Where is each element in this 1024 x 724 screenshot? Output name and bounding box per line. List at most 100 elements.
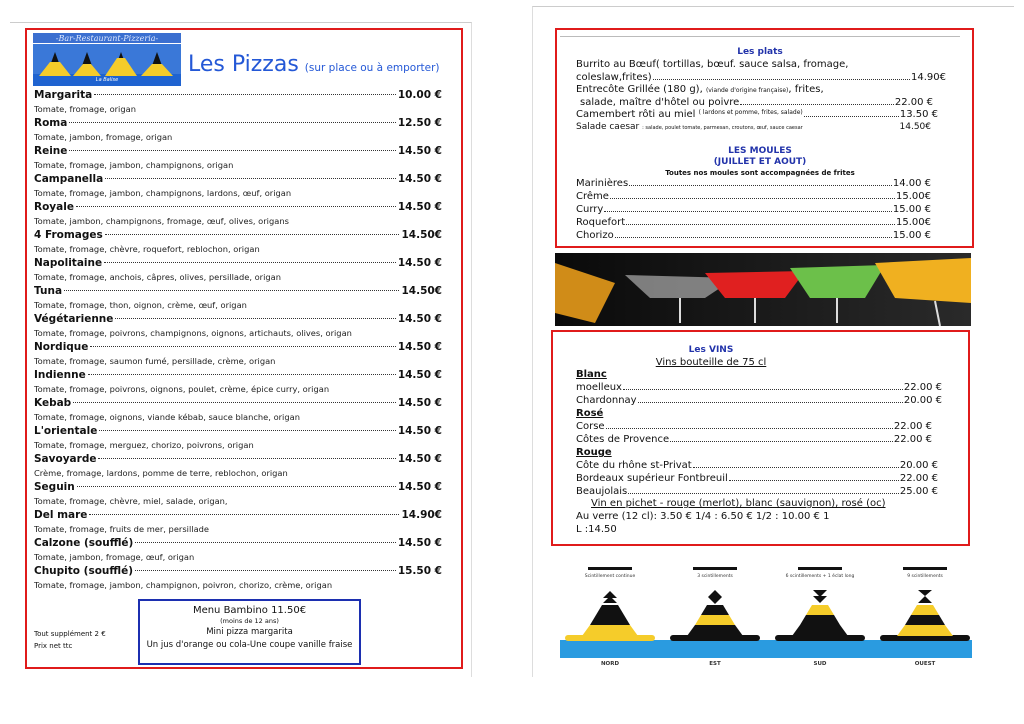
pizza-description: Tomate, jambon, fromage, œuf, origan [34, 552, 195, 562]
pizza-item: Calzone (soufflé) 14.50 € [34, 537, 442, 549]
menu-bambino-box: Menu Bambino 11.50€ (moins de 12 ans) Mi… [138, 599, 361, 665]
moules-title-line: (JUILLET ET AOUT) [713, 157, 807, 167]
buoy-label: EST [709, 661, 721, 667]
moules-name: Marinières [576, 178, 629, 189]
pizza-price: 10.00 € [397, 89, 442, 101]
moules-item: Crême 15.00€ [576, 191, 931, 202]
verre-line: Au verre (12 cl): 3.50 € 1/4 : 6.50 € 1/… [576, 511, 830, 522]
burrito-line: Burrito au Bœuf( tortillas, bœuf. sauce … [576, 59, 849, 70]
wine-item: Chardonnay 20.00 € [576, 395, 942, 406]
pizza-price: 14.50 € [397, 201, 442, 213]
pizza-item: Kebab 14.50 € [34, 397, 442, 409]
pizza-price: 14.50 € [397, 397, 442, 409]
leader-dots [104, 262, 396, 263]
pizza-description: Tomate, fromage, merguez, chorizo, poivr… [34, 440, 254, 450]
leader-dots [135, 542, 396, 543]
pizza-name: 4 Fromages [34, 229, 103, 241]
leader-dots [64, 290, 400, 291]
pizza-name: Campanella [34, 173, 104, 185]
pizza-name: Seguin [34, 481, 75, 493]
leader-dots [90, 346, 396, 347]
buoy-label: SUD [814, 661, 827, 667]
wine-name: Corse [576, 421, 605, 432]
burrito-line: coleslaw,frites) [576, 72, 652, 83]
camembert-price: 13.50 € [899, 109, 938, 120]
moules-subtitle: Toutes nos moules sont accompagnées de f… [665, 169, 855, 177]
vins-subtitle: Vins bouteille de 75 cl [655, 357, 767, 368]
leader-dots [94, 94, 396, 95]
wine-item: Corse 22.00 € [576, 421, 932, 432]
pizza-description: Tomate, fromage, poivrons, oignons, poul… [34, 384, 330, 394]
bambino-line: Mini pizza margarita [206, 627, 293, 637]
moules-price: 15.00€ [896, 191, 931, 202]
wine-item: Bordeaux supérieur Fontbreuil 22.00 € [576, 473, 938, 484]
leader-dots [89, 514, 400, 515]
buoy-label: OUEST [915, 661, 936, 667]
pizza-description: Tomate, fromage, poivrons, champignons, … [34, 328, 352, 338]
topmark-icon [603, 591, 617, 603]
pizza-name: Savoyarde [34, 453, 97, 465]
leader-dots [115, 318, 396, 319]
leader-dots [69, 150, 396, 151]
wine-price: 25.00 € [899, 486, 938, 497]
wine-item: Beaujolais 25.00 € [576, 486, 938, 497]
pizza-item: Roma 12.50 € [34, 117, 442, 129]
leader-dots [69, 122, 396, 123]
entrecote-line: , frites, [788, 84, 824, 95]
pizza-item: L'orientale 14.50 € [34, 425, 442, 437]
bambino-line: Un jus d'orange ou cola-Une coupe vanill… [146, 640, 353, 650]
pizza-name: Indienne [34, 369, 86, 381]
moules-price: 15.00€ [896, 217, 931, 228]
plats-frame [555, 28, 974, 248]
entrecote-price: 22.00 € [894, 97, 933, 108]
buoy-ouest-icon: 9 scintillements OUEST [880, 567, 970, 667]
pizza-item: Campanella 14.50 € [34, 173, 442, 185]
pizza-price: 14.50 € [397, 257, 442, 269]
pizza-item: Indienne 14.50 € [34, 369, 442, 381]
moules-item: Marinières 14.00 € [576, 178, 931, 189]
wine-price: 22.00 € [899, 473, 938, 484]
wine-price: 22.00 € [903, 382, 942, 393]
wine-name: Chardonnay [576, 395, 637, 406]
pizza-item: Nordique 14.50 € [34, 341, 442, 353]
pizza-description: Tomate, jambon, champignons, fromage, œu… [34, 216, 289, 226]
moules-price: 15.00 € [892, 230, 931, 241]
buoy-signal: Scintillement continue [585, 573, 636, 579]
pizza-price: 14.50€ [401, 229, 442, 241]
moules-name: Roquefort [576, 217, 626, 228]
buoy-label: NORD [601, 661, 620, 667]
camembert-note: ( lardons et pomme, frites, salade) [698, 109, 803, 116]
flash-pattern [903, 567, 947, 570]
moules-price: 14.00 € [892, 178, 931, 189]
wine-name: Bordeaux supérieur Fontbreuil [576, 473, 728, 484]
pizza-name: Chupito (soufflé) [34, 565, 134, 577]
leader-dots [104, 234, 400, 235]
buoys-illustration: Scintillement continue NORD 3 scintillemen… [560, 567, 972, 667]
wine-category: Blanc [576, 369, 607, 380]
pizza-name: Del mare [34, 509, 88, 521]
pizza-name: Végétarienne [34, 313, 114, 325]
wine-item: Côtes de Provence 22.00 € [576, 434, 932, 445]
pizza-price: 14.50 € [397, 537, 442, 549]
topmark-icon [813, 590, 827, 603]
pizza-description: Tomate, fromage, oignons, viande kébab, … [34, 412, 300, 422]
flash-pattern [693, 567, 737, 570]
sea [560, 640, 972, 658]
wine-name: Côtes de Provence [576, 434, 670, 445]
topmark-icon [918, 590, 932, 603]
bambino-title: Menu Bambino 11.50€ [192, 605, 307, 616]
buoy-nord-icon: Scintillement continue NORD [565, 567, 655, 667]
moules-price: 15.00 € [892, 204, 931, 215]
pizza-name: Margarita [34, 89, 93, 101]
pizza-name: L'orientale [34, 425, 98, 437]
salade-name: Salade caesar [576, 122, 640, 132]
pizza-item: Reine 14.50 € [34, 145, 442, 157]
leader-dots [99, 430, 396, 431]
wine-item: moelleux 22.00 € [576, 382, 942, 393]
flash-pattern [798, 567, 842, 570]
flash-pattern [588, 567, 632, 570]
pizza-name: Nordique [34, 341, 89, 353]
topmark-icon [708, 590, 722, 604]
moules-item: Curry 15.00 € [576, 204, 931, 215]
pizza-description: Tomate, fromage, origan [34, 104, 136, 114]
